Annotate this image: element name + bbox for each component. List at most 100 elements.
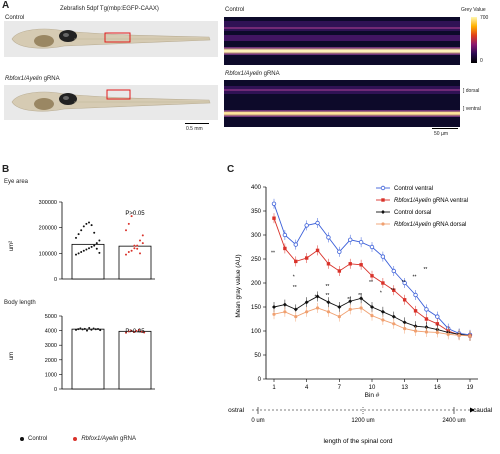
y-tick-label: 50	[254, 353, 261, 359]
eye-dot-control	[90, 224, 93, 227]
significance-star: **	[293, 285, 297, 291]
legend-marker	[381, 198, 385, 202]
significance-star: **	[271, 250, 275, 256]
series-point	[435, 322, 440, 326]
body-dot-control	[81, 328, 84, 331]
series-point	[315, 220, 320, 226]
series-point	[337, 305, 342, 309]
panel-a-title: Zebrafish 5dpf Tg(mbp:EGFP-CAAX)	[60, 6, 159, 12]
eye-tick-label: 0	[54, 277, 57, 283]
series-point	[413, 309, 418, 313]
series-point	[304, 223, 309, 228]
body-dot-control	[99, 329, 102, 332]
series-point	[294, 315, 298, 319]
body-dot-crispr	[132, 331, 135, 334]
eye-bar-control	[71, 243, 105, 280]
panel-a-letter: A	[2, 0, 10, 11]
series-point	[402, 280, 407, 286]
series-point	[304, 256, 309, 260]
ventral-label: ] ventral	[463, 106, 481, 112]
series-point	[359, 306, 363, 310]
body-tick-label: 2000	[45, 358, 57, 364]
x-tick-label: 13	[401, 385, 408, 391]
series-point	[435, 330, 439, 335]
series-point	[305, 310, 309, 314]
body-dot-crispr	[127, 330, 130, 333]
heatmap-crispr-label-gene: Rbfox1/Ayelin	[225, 71, 262, 77]
series-point	[424, 330, 429, 334]
legend-crispr-marker	[73, 437, 78, 441]
y-tick-label: 250	[251, 257, 262, 263]
series-point	[348, 299, 353, 304]
y-tick-label: 100	[251, 329, 262, 335]
body-dot-crispr	[140, 330, 143, 333]
series-point	[348, 262, 352, 266]
eye-dot-crispr	[136, 244, 139, 247]
series-point	[272, 216, 276, 220]
body-tick-label: 4000	[45, 329, 57, 335]
legend-marker	[380, 185, 386, 191]
series-point	[402, 298, 407, 302]
scale-bar-right-label: 50 µm	[434, 131, 448, 137]
eye-dot-control	[98, 239, 101, 242]
x-tick-label: 4	[305, 385, 309, 391]
eye-dot-control	[95, 247, 98, 250]
eye-dot-crispr	[141, 242, 144, 245]
dist-tick-label: 1200 um	[351, 418, 374, 424]
chart-ylabel: Mean gray value (AU)	[235, 254, 242, 317]
eye-dot-control	[75, 236, 77, 239]
series-point	[380, 309, 385, 314]
legend-crispr-gene: Rbfox1/Ayelin	[81, 436, 119, 442]
x-tick-label: 16	[434, 385, 441, 391]
caudal-label: caudal	[473, 407, 493, 414]
series-point	[337, 315, 341, 319]
eye-dot-control	[77, 252, 80, 255]
series-point	[337, 269, 342, 273]
eye-dot-control	[77, 233, 80, 236]
series-point	[326, 310, 331, 314]
body-dot-control	[75, 328, 77, 331]
body-bar-control	[71, 328, 105, 390]
series-point	[348, 237, 353, 242]
eye-dot-crispr	[133, 247, 136, 250]
y-tick-label: 200	[251, 281, 262, 287]
fish-crispr-label-gene: Rbfox1/Ayelin	[5, 76, 42, 82]
heatmap-control-label: Control	[225, 7, 245, 13]
significance-star: *	[380, 291, 382, 297]
series-point	[392, 322, 396, 326]
series-point	[370, 314, 374, 318]
significance-star: *	[293, 275, 295, 281]
body-dot-control	[79, 327, 82, 330]
body-dot-control	[94, 328, 97, 331]
body-tick-label: 3000	[45, 343, 57, 349]
body-bar-crispr	[118, 330, 152, 390]
panel-b-legend: Control Rbfox1/Ayelin gRNA	[20, 436, 136, 442]
body-length-chart: um 5000 4000 3000 2000 1000 0 P>0.05	[0, 311, 160, 393]
legend-marker	[381, 222, 385, 226]
legend-label: Control dorsal	[394, 210, 431, 216]
series-point	[391, 314, 396, 319]
significance-star: **	[358, 293, 362, 299]
chart-xlabel: Bin #	[365, 392, 380, 399]
body-dot-crispr	[130, 329, 133, 332]
significance-star: **	[325, 293, 329, 299]
body-length-title: Body length	[4, 300, 36, 306]
eye-dot-crispr	[127, 222, 130, 225]
eye-dot-control	[93, 244, 96, 247]
heatmap-crispr	[224, 80, 460, 127]
eye-dot-crispr	[125, 253, 127, 256]
x-tick-label: 7	[338, 385, 342, 391]
series-point	[326, 262, 331, 266]
eye-dot-crispr	[133, 244, 136, 247]
series-point	[457, 333, 461, 337]
series-point	[380, 254, 386, 259]
series-point	[315, 294, 320, 299]
dorsal-label: ] dorsal	[463, 88, 480, 94]
series-point	[370, 305, 374, 309]
series-point	[413, 329, 418, 333]
eye-dot-control	[85, 248, 88, 251]
series-point	[392, 288, 396, 292]
eye-bar-crispr	[118, 245, 152, 280]
eye-area-chart: um² 300000 200000 100000 0 P>0.05	[0, 190, 160, 285]
fish-image-control	[4, 21, 218, 57]
